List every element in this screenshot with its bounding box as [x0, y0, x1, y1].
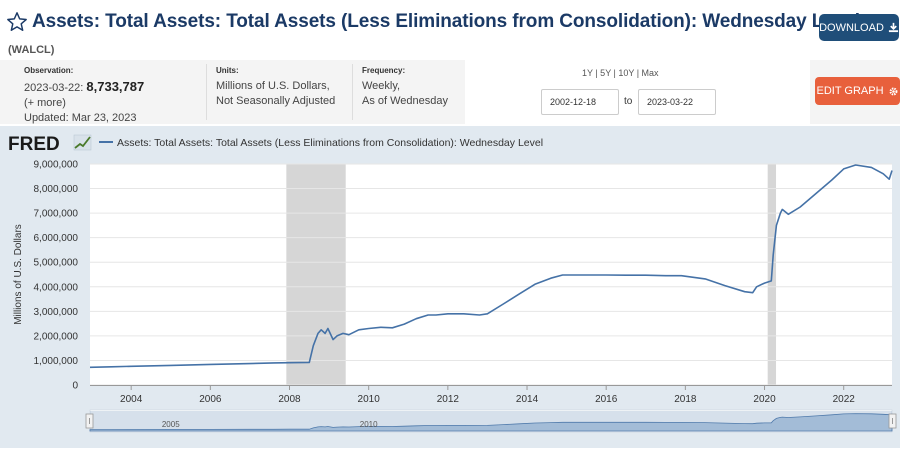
x-tick-label: 2020: [753, 394, 776, 405]
download-label: DOWNLOAD: [819, 21, 884, 34]
navigator-year-label: 2005: [162, 420, 180, 429]
star-icon[interactable]: [6, 11, 28, 33]
y-tick-label: 8,000,000: [34, 184, 79, 195]
fred-logo-text: FRED: [8, 134, 60, 155]
x-tick-label: 2006: [199, 394, 222, 405]
start-date-input[interactable]: 2002-12-18: [541, 89, 619, 115]
frequency-line2: As of Wednesday: [362, 95, 449, 107]
observation-date: 2023-03-22:: [24, 82, 84, 94]
observation-cell: Observation: 2023-03-22: 8,733,787 (+ mo…: [14, 60, 204, 124]
navigator-labels: 2005 2010: [162, 420, 378, 429]
more-link[interactable]: (+ more): [24, 97, 66, 109]
legend-label: Assets: Total Assets: Total Assets (Less…: [117, 137, 543, 149]
download-icon: [888, 22, 898, 33]
y-axis: 0 1,000,000 2,000,000 3,000,000 4,000,000 5,0…: [34, 160, 79, 392]
frequency-line1: Weekly,: [362, 80, 401, 92]
y-tick-label: 6,000,000: [34, 233, 79, 244]
divider: [352, 64, 353, 120]
units-label: Units:: [216, 66, 239, 75]
plot-background: [90, 164, 892, 385]
fred-logo: FRED: [8, 134, 92, 155]
y-axis-label: Millions of U.S. Dollars: [13, 224, 24, 325]
x-tick-label: 2010: [358, 394, 381, 405]
units-line1: Millions of U.S. Dollars,: [216, 80, 330, 92]
x-tick-label: 2022: [833, 394, 856, 405]
gear-icon: [889, 87, 897, 95]
navigator-series-area: [89, 413, 893, 432]
units-cell: Units: Millions of U.S. Dollars, Not Sea…: [206, 60, 351, 124]
divider: [206, 64, 207, 120]
x-tick-label: 2014: [516, 394, 539, 405]
series-meta-panel: Observation: 2023-03-22: 8,733,787 (+ mo…: [0, 60, 900, 124]
navigator-year-label: 2010: [360, 420, 378, 429]
edit-graph-label: EDIT GRAPH: [816, 85, 884, 97]
series-line-walcl: [89, 164, 893, 369]
page-title: Assets: Total Assets: Total Assets (Less…: [32, 11, 860, 32]
x-tick-label: 2016: [595, 394, 618, 405]
x-tick-label: 2012: [437, 394, 460, 405]
date-range-panel: 1Y | 5Y | 10Y | Max 2002-12-18 to 2023-0…: [465, 60, 810, 124]
units-line2: Not Seasonally Adjusted: [216, 95, 336, 107]
y-tick-label: 4,000,000: [34, 282, 79, 293]
x-tick-label: 2004: [120, 394, 143, 405]
download-button[interactable]: DOWNLOAD: [819, 14, 899, 41]
frequency-cell: Frequency: Weekly, As of Wednesday: [352, 60, 464, 124]
y-tick-label: 2,000,000: [34, 331, 79, 342]
title-row: Assets: Total Assets: Total Assets (Less…: [4, 8, 860, 56]
edit-graph-button[interactable]: EDIT GRAPH: [815, 77, 900, 105]
recession-band: [286, 164, 346, 385]
x-tick-label: 2008: [278, 394, 301, 405]
to-label: to: [624, 96, 633, 107]
y-tick-label: 1,000,000: [34, 356, 79, 367]
y-tick-label: 5,000,000: [34, 258, 79, 269]
x-axis: 2004 2006 2008 2010 2012 2014 2016 2018 2020 2022: [90, 385, 892, 405]
navigator-selection[interactable]: [90, 411, 892, 431]
logo-mini-chart-icon: [73, 134, 92, 151]
observation-value: 8,733,787: [86, 79, 145, 94]
y-tick-label: 7,000,000: [34, 209, 79, 220]
y-tick-label: 3,000,000: [34, 307, 79, 318]
range-presets[interactable]: 1Y | 5Y | 10Y | Max: [582, 68, 659, 78]
frequency-label: Frequency:: [362, 66, 406, 75]
series-id: (WALCL): [8, 44, 55, 56]
end-date-input[interactable]: 2023-03-22: [638, 89, 716, 115]
y-tick-label: 9,000,000: [34, 160, 79, 171]
x-tick-label: 2018: [674, 394, 697, 405]
line-chart: FRED Assets: Total Assets: Total Assets …: [8, 134, 897, 433]
y-tick-label: 0: [72, 381, 78, 392]
grid-lines: [90, 163, 892, 386]
observation-label: Observation:: [24, 66, 74, 75]
chart-area: FRED Assets: Total Assets: Total Assets …: [0, 126, 900, 448]
range-navigator[interactable]: 2005 2010: [85, 409, 897, 433]
updated-date: Updated: Mar 23, 2023: [24, 112, 137, 124]
